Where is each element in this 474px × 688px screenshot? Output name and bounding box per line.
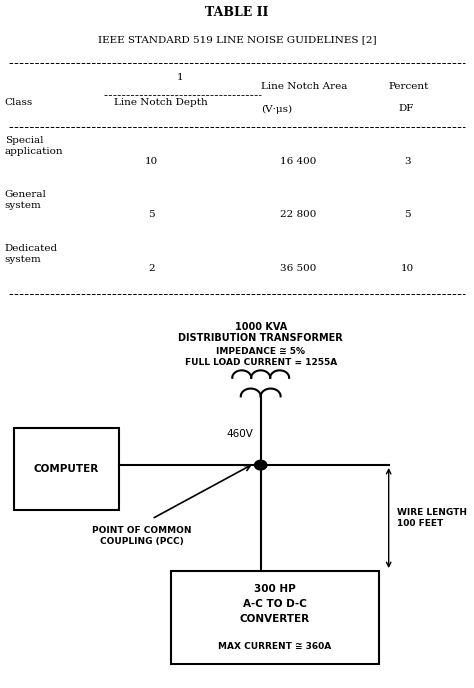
Text: 16 400: 16 400 xyxy=(281,157,317,166)
Text: WIRE LENGTH
100 FEET: WIRE LENGTH 100 FEET xyxy=(397,508,467,528)
Text: A-C TO D-C: A-C TO D-C xyxy=(243,599,307,609)
Text: FULL LOAD CURRENT = 1255A: FULL LOAD CURRENT = 1255A xyxy=(184,358,337,367)
Circle shape xyxy=(255,460,267,470)
Text: 1000 KVA: 1000 KVA xyxy=(235,322,287,332)
Text: Line Notch Area: Line Notch Area xyxy=(261,83,347,92)
Text: 22 800: 22 800 xyxy=(281,211,317,219)
Text: 36 500: 36 500 xyxy=(281,264,317,273)
Text: COMPUTER: COMPUTER xyxy=(34,464,99,474)
Text: Dedicated
system: Dedicated system xyxy=(5,244,58,264)
Text: 5: 5 xyxy=(148,211,155,219)
Text: General
system: General system xyxy=(5,190,46,210)
Text: IMPEDANCE ≅ 5%: IMPEDANCE ≅ 5% xyxy=(216,347,305,356)
Text: (V·μs): (V·μs) xyxy=(261,105,292,114)
Text: POINT OF COMMON
COUPLING (PCC): POINT OF COMMON COUPLING (PCC) xyxy=(92,526,192,546)
Text: TABLE II: TABLE II xyxy=(205,6,269,19)
Text: 10: 10 xyxy=(401,264,414,273)
Text: 10: 10 xyxy=(145,157,158,166)
Text: 5: 5 xyxy=(404,211,411,219)
Text: Percent: Percent xyxy=(389,83,429,92)
Text: CONVERTER: CONVERTER xyxy=(240,614,310,624)
Text: Special
application: Special application xyxy=(5,136,64,156)
Bar xyxy=(14,428,118,510)
Text: IEEE STANDARD 519 LINE NOISE GUIDELINES [2]: IEEE STANDARD 519 LINE NOISE GUIDELINES … xyxy=(98,35,376,44)
Text: MAX CURRENT ≅ 360A: MAX CURRENT ≅ 360A xyxy=(219,642,331,651)
Text: 460V: 460V xyxy=(227,429,254,438)
Text: 2: 2 xyxy=(148,264,155,273)
Text: Line Notch Depth: Line Notch Depth xyxy=(114,98,208,107)
Text: DF: DF xyxy=(398,105,413,114)
Bar xyxy=(171,571,379,664)
Text: DISTRIBUTION TRANSFORMER: DISTRIBUTION TRANSFORMER xyxy=(178,333,343,343)
Text: Class: Class xyxy=(5,98,33,107)
Text: 300 HP: 300 HP xyxy=(254,584,296,594)
Text: 1: 1 xyxy=(177,73,183,82)
Text: 3: 3 xyxy=(404,157,411,166)
